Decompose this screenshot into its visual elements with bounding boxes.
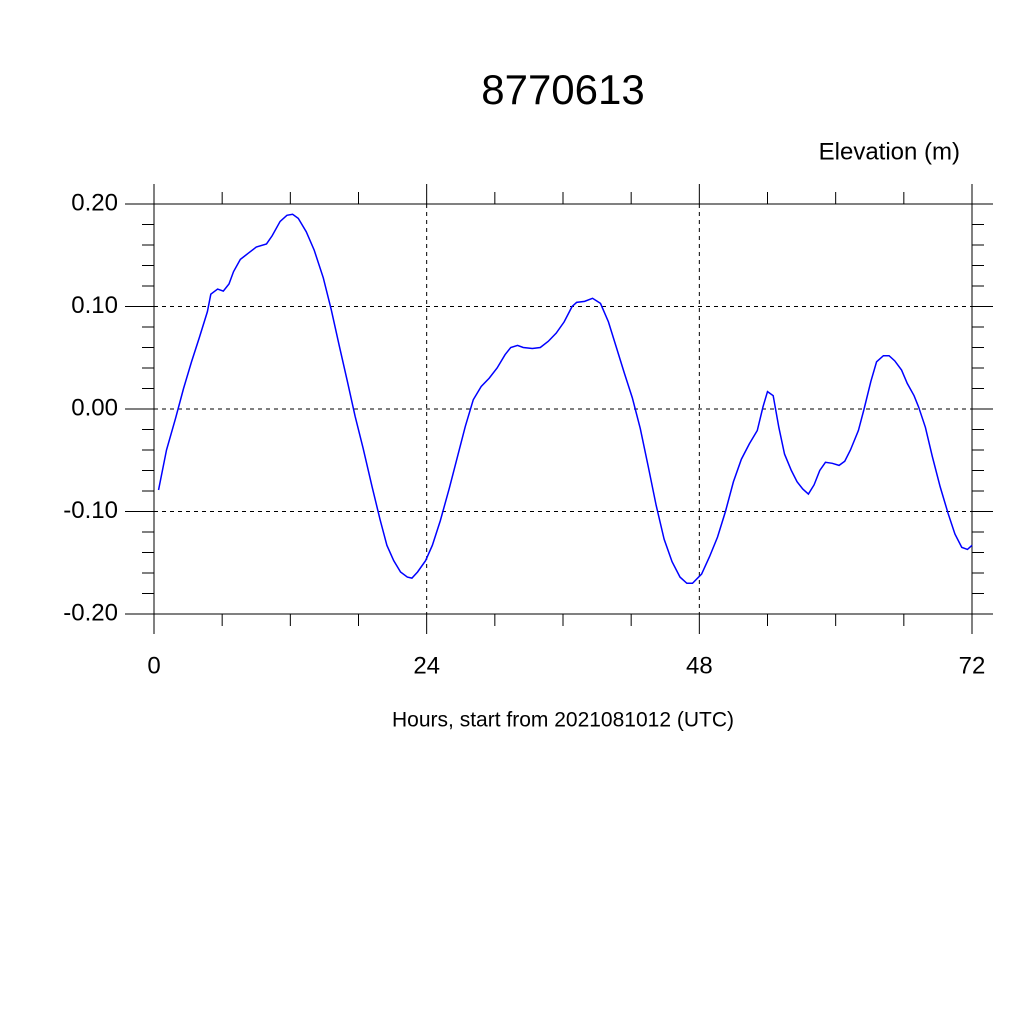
x-tick-label: 24	[413, 652, 440, 679]
data-line	[157, 213, 973, 584]
y-tick-label: -0.10	[63, 497, 118, 524]
x-tick-label: 0	[147, 652, 160, 679]
y-axis-label: Elevation (m)	[819, 138, 960, 165]
x-tick-label: 72	[959, 652, 986, 679]
y-tick-label: -0.20	[63, 599, 118, 626]
x-tick-label: 48	[686, 652, 713, 679]
y-tick-label: 0.20	[71, 189, 118, 216]
chart-title: 8770613	[481, 66, 645, 113]
x-axis-label: Hours, start from 2021081012 (UTC)	[392, 709, 734, 732]
plot-frame	[153, 203, 973, 615]
y-tick-label: 0.00	[71, 394, 118, 421]
y-tick-label: 0.10	[71, 292, 118, 319]
